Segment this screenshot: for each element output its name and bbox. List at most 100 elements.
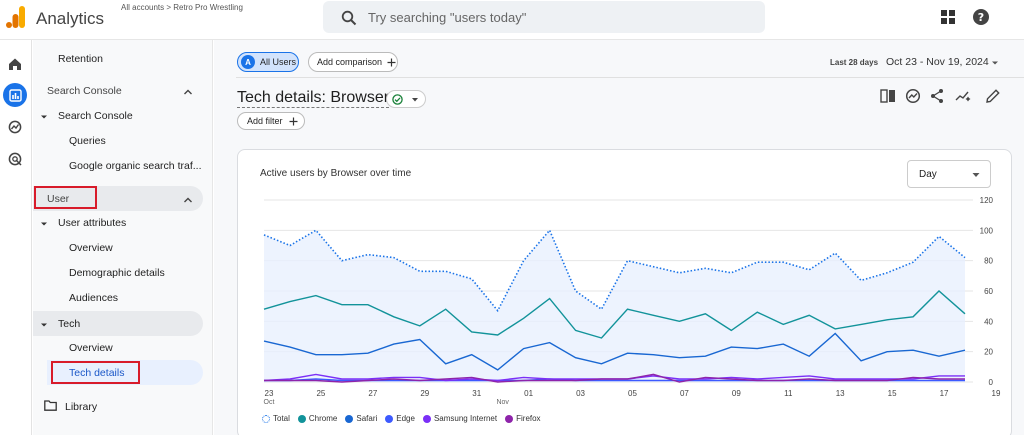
add-filter-button[interactable]: Add filter bbox=[237, 112, 305, 130]
add-comparison-label: Add comparison bbox=[317, 57, 383, 67]
legend-label: Edge bbox=[396, 414, 415, 423]
share-icon[interactable] bbox=[929, 88, 945, 104]
legend-swatch bbox=[345, 414, 354, 423]
x-tick-label: 15 bbox=[888, 389, 897, 398]
date-range-label: Last 28 days bbox=[830, 58, 879, 67]
series-line-chrome bbox=[263, 290, 966, 339]
nav-library[interactable]: Library bbox=[65, 401, 98, 413]
folder-icon bbox=[44, 400, 57, 411]
nav-queries[interactable]: Queries bbox=[69, 135, 106, 147]
explore-icon[interactable] bbox=[3, 115, 27, 139]
analytics-logo-icon[interactable] bbox=[6, 6, 26, 28]
legend-item[interactable]: Edge bbox=[385, 414, 415, 423]
series-line-safari bbox=[263, 332, 966, 371]
chart-title: Active users by Browser over time bbox=[260, 168, 412, 179]
x-tick-label: 23 bbox=[265, 389, 274, 398]
chart-legend: Total Chrome Safari Edge Samsung Internet Fir… bbox=[262, 414, 541, 423]
nav-demographic-details[interactable]: Demographic details bbox=[69, 267, 165, 279]
chart-card: Active users by Browser over time Day 0 2… bbox=[237, 149, 1012, 435]
x-tick-label: 05 bbox=[628, 389, 637, 398]
plus-icon bbox=[289, 117, 298, 125]
nav-user-attributes[interactable]: User attributes bbox=[58, 217, 127, 229]
x-tick-label: 31 bbox=[472, 389, 481, 398]
page-title: Tech details: Browser bbox=[237, 89, 390, 108]
user-section-highlight bbox=[33, 186, 203, 211]
x-tick-label: 29 bbox=[420, 389, 429, 398]
y-tick-label: 0 bbox=[989, 378, 994, 387]
tech-group-highlight bbox=[33, 311, 203, 336]
check-circle-icon bbox=[392, 94, 403, 105]
legend-item[interactable]: Chrome bbox=[297, 414, 338, 423]
y-tick-label: 80 bbox=[984, 257, 993, 266]
edit-pencil-icon[interactable] bbox=[985, 88, 1001, 104]
caret-down-icon bbox=[972, 173, 980, 177]
caret-down-icon[interactable] bbox=[991, 59, 999, 67]
app-title: Analytics bbox=[36, 9, 105, 28]
reports-icon[interactable] bbox=[3, 83, 27, 107]
report-main: A All Users Add comparison Last 28 days … bbox=[214, 40, 1024, 435]
legend-label: Total bbox=[273, 414, 290, 423]
legend-label: Chrome bbox=[308, 414, 338, 423]
x-tick-label: 07 bbox=[680, 389, 689, 398]
period-select-value: Day bbox=[919, 168, 937, 180]
report-status-dropdown[interactable] bbox=[386, 90, 426, 108]
legend-swatch bbox=[422, 414, 431, 423]
y-tick-label: 120 bbox=[980, 196, 994, 205]
legend-item[interactable]: Samsung Internet bbox=[422, 414, 498, 423]
plus-icon bbox=[387, 58, 396, 66]
home-icon[interactable] bbox=[3, 52, 27, 76]
period-select[interactable]: Day bbox=[907, 160, 991, 188]
nav-tech[interactable]: Tech bbox=[58, 318, 81, 330]
nav-section-user[interactable]: User bbox=[47, 193, 70, 205]
x-tick-sublabel: Nov bbox=[496, 399, 509, 406]
nav-google-organic-search[interactable]: Google organic search traf... bbox=[69, 160, 202, 172]
nav-overview-user-attributes[interactable]: Overview bbox=[69, 242, 113, 254]
help-icon[interactable]: ? bbox=[973, 9, 989, 25]
line-chart[interactable]: 0 20 40 60 80 100 120 23 25 27 29 31 01 03 05 07 09 11 13 1… bbox=[238, 150, 1013, 412]
toolbar-divider bbox=[236, 77, 1024, 78]
nav-audiences[interactable]: Audiences bbox=[69, 292, 119, 304]
total-area-fill bbox=[264, 230, 965, 382]
legend-item[interactable]: Firefox bbox=[505, 414, 541, 423]
x-tick-sublabel: Oct bbox=[264, 399, 275, 406]
search-placeholder: Try searching "users today" bbox=[368, 10, 527, 25]
legend-item[interactable]: Total bbox=[262, 414, 290, 423]
tech-details-highlight bbox=[47, 360, 203, 385]
legend-swatch bbox=[505, 414, 514, 423]
x-tick-label: 25 bbox=[316, 389, 325, 398]
caret-down-icon[interactable] bbox=[40, 321, 48, 329]
x-tick-label: 13 bbox=[836, 389, 845, 398]
all-users-chip[interactable]: A All Users bbox=[237, 52, 299, 72]
legend-swatch bbox=[385, 414, 394, 423]
advertising-icon[interactable] bbox=[3, 147, 27, 171]
account-breadcrumb[interactable]: All accounts > Retro Pro Wrestling bbox=[121, 3, 243, 12]
date-range-picker[interactable]: Oct 23 - Nov 19, 2024 bbox=[886, 56, 989, 68]
apps-grid-icon[interactable] bbox=[941, 10, 955, 24]
x-tick-label: 03 bbox=[576, 389, 585, 398]
left-rail bbox=[0, 40, 32, 435]
nav-search-console-group[interactable]: Search Console bbox=[58, 110, 133, 122]
sparkle-trend-icon[interactable] bbox=[955, 88, 971, 104]
reports-nav-panel: Retention Search Console Search Console … bbox=[33, 40, 213, 435]
chevron-up-icon[interactable] bbox=[183, 195, 193, 205]
chevron-up-icon[interactable] bbox=[183, 87, 193, 97]
add-comparison-button[interactable]: Add comparison bbox=[308, 52, 398, 72]
search-input[interactable]: Try searching "users today" bbox=[323, 1, 765, 33]
nav-tech-details[interactable]: Tech details bbox=[69, 367, 125, 379]
annotation-box-user bbox=[34, 186, 97, 209]
caret-down-icon[interactable] bbox=[40, 113, 48, 121]
nav-section-search-console[interactable]: Search Console bbox=[47, 85, 122, 97]
all-users-avatar: A bbox=[241, 55, 255, 69]
legend-item[interactable]: Safari bbox=[345, 414, 377, 423]
caret-down-icon[interactable] bbox=[40, 220, 48, 228]
legend-label: Samsung Internet bbox=[433, 414, 498, 423]
x-tick-label: 19 bbox=[992, 389, 1001, 398]
series-line-total bbox=[263, 228, 966, 313]
nav-retention[interactable]: Retention bbox=[58, 53, 103, 65]
compare-columns-icon[interactable] bbox=[880, 88, 896, 104]
nav-overview-tech[interactable]: Overview bbox=[69, 342, 113, 354]
x-tick-label: 09 bbox=[732, 389, 741, 398]
x-tick-label: 27 bbox=[368, 389, 377, 398]
y-tick-label: 40 bbox=[984, 317, 993, 326]
insights-icon[interactable] bbox=[905, 88, 921, 104]
